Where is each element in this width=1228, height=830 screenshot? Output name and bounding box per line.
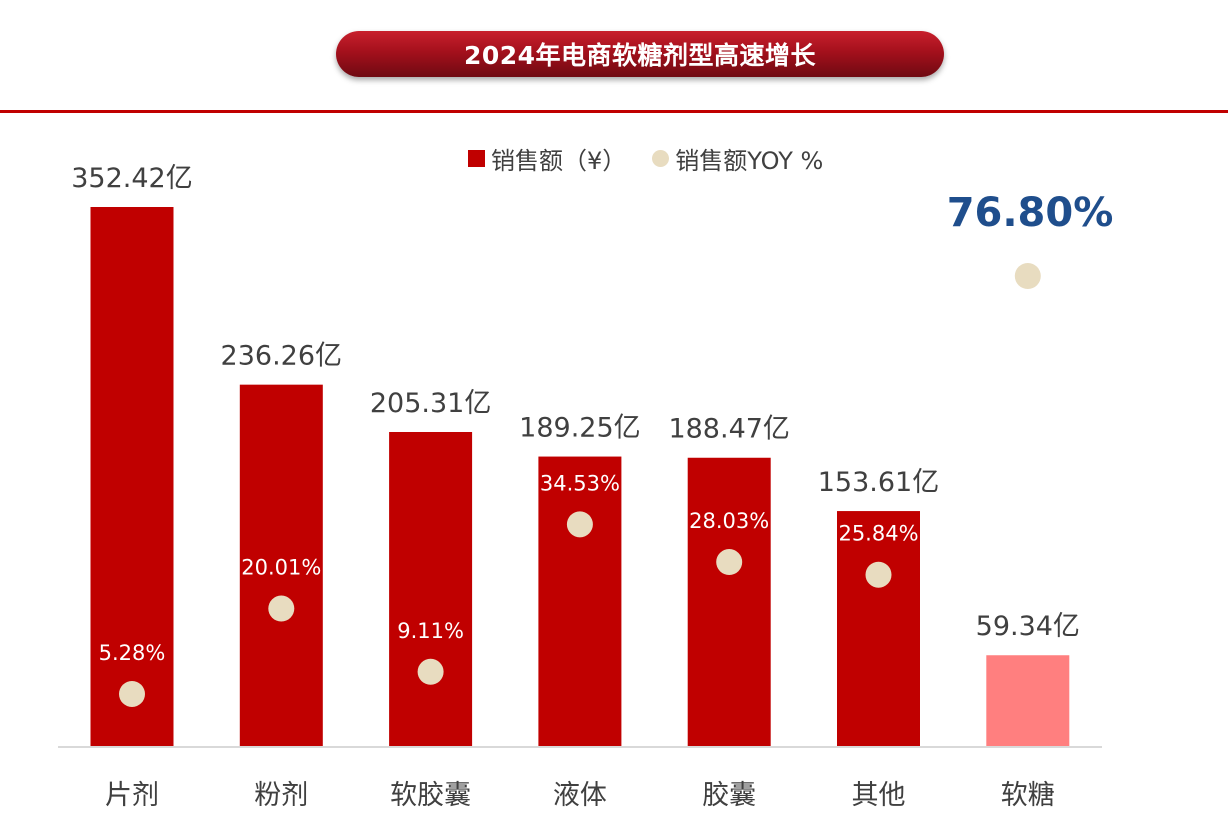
yoy-dot-0 [119,680,145,707]
yoy-label-5: 25.84% [838,522,918,546]
legend-yoy-label: 销售额YOY % [675,146,824,175]
title-divider [0,110,1228,113]
category-label-4: 胶囊 [702,780,756,811]
softgum-yoy-highlight: 76.80% [946,190,1114,236]
category-label-2: 软胶囊 [390,780,471,811]
yoy-dot-3 [566,511,593,538]
yoy-label-2: 9.11% [397,619,464,643]
legend: 销售额（¥） 销售额YOY % [468,140,823,176]
bar-6 [986,655,1070,746]
category-label-0: 片剂 [105,780,159,811]
bar-value-label-0: 352.42亿 [71,163,192,194]
bar-3 [538,456,622,746]
yoy-label-1: 20.01% [241,556,321,580]
legend-item-yoy: 销售额YOY % [652,141,823,176]
bar-5 [837,511,920,746]
bar-2 [389,431,473,746]
yoy-dot-1 [268,595,295,622]
legend-bar-swatch [468,149,485,167]
category-label-5: 其他 [852,780,906,811]
bar-4 [687,457,771,746]
yoy-label-0: 5.28% [99,641,166,665]
bar-value-label-3: 189.25亿 [519,413,640,444]
yoy-dot-4 [716,549,743,576]
chart-title: 2024年电商软糖剂型高速增长 [336,31,944,77]
yoy-dot-2 [417,658,444,685]
bar-value-label-6: 59.34亿 [976,611,1080,642]
bar-1 [239,384,323,746]
bar-value-label-2: 205.31亿 [370,388,491,419]
yoy-dot-5 [865,561,892,588]
yoy-label-4: 28.03% [689,509,769,533]
legend-sales-label: 销售额（¥） [491,146,627,175]
category-label-1: 粉剂 [254,780,308,811]
bar-0 [90,207,174,746]
bar-value-label-1: 236.26亿 [221,341,342,372]
bar-value-label-5: 153.61亿 [818,467,939,498]
bar-value-label-4: 188.47亿 [668,414,789,445]
yoy-label-3: 34.53% [540,471,620,495]
legend-item-sales: 销售额（¥） [468,141,626,176]
category-label-3: 液体 [553,780,607,811]
legend-dot-swatch [652,149,670,167]
yoy-dot-6 [1014,263,1041,289]
category-label-6: 软糖 [1001,780,1055,811]
